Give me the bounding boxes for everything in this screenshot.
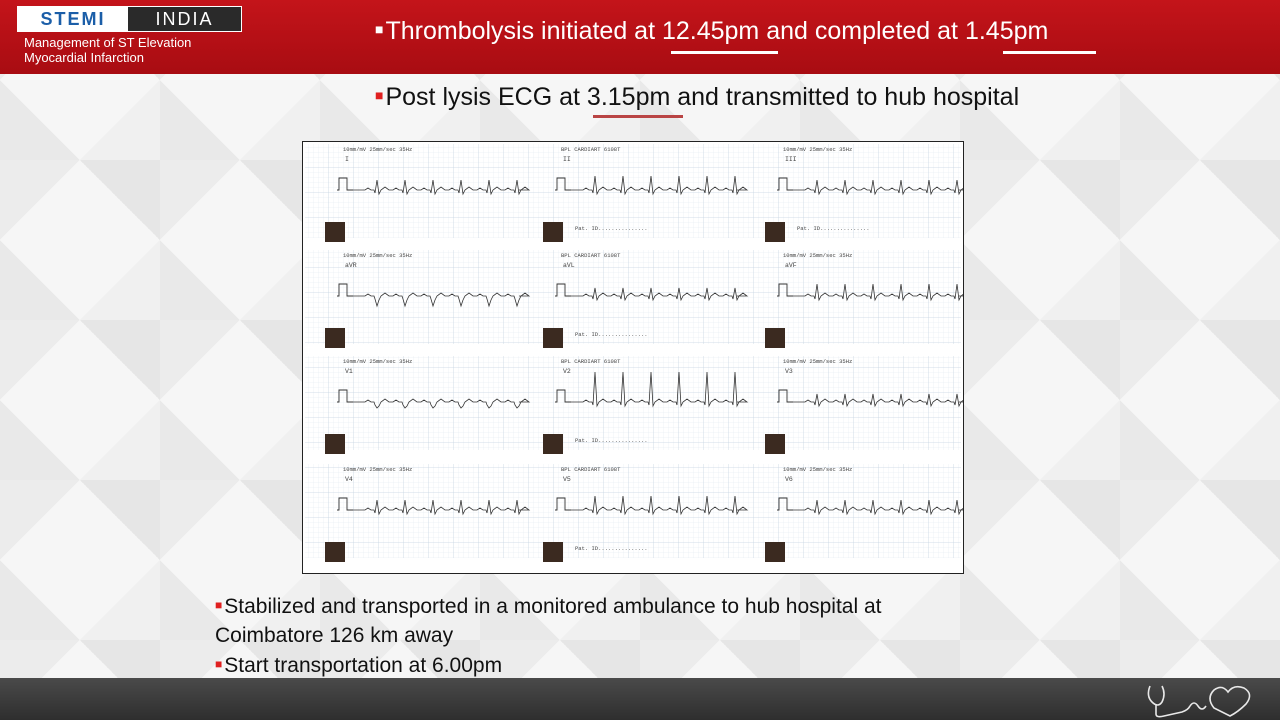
ecg-patient-id: Pat. ID............... bbox=[797, 225, 870, 232]
ecg-marker-square bbox=[543, 328, 563, 348]
ecg-lead-label: aVL bbox=[563, 262, 575, 269]
ecg-patient-id: Pat. ID............... bbox=[575, 437, 648, 444]
slide-title: ■Thrombolysis initiated at 12.45pm and c… bbox=[375, 17, 1048, 46]
ecg-lead-label: V5 bbox=[563, 476, 571, 483]
ecg-lead-label: V3 bbox=[785, 368, 793, 375]
ecg-calibration-pulse bbox=[337, 283, 353, 297]
ecg-lead-label: II bbox=[563, 156, 571, 163]
logo-stemi-text: STEMI bbox=[18, 7, 128, 31]
logo-subtitle: Management of ST Elevation Myocardial In… bbox=[24, 35, 191, 65]
ecg-header-label: 10mm/mV 25mm/sec 35Hz bbox=[783, 252, 852, 259]
ecg-lead-label: I bbox=[345, 156, 349, 163]
ecg-header-label: BPL CARDIART 6108T bbox=[561, 358, 621, 365]
bullet-transport: ■Stabilized and transported in a monitor… bbox=[215, 591, 1035, 621]
ecg-row-grid bbox=[305, 464, 961, 558]
ecg-patient-id: Pat. ID............... bbox=[575, 225, 648, 232]
ecg-calibration-pulse bbox=[555, 283, 571, 297]
ecg-header-label: 10mm/mV 25mm/sec 35Hz bbox=[343, 466, 412, 473]
ecg-marker-square bbox=[325, 328, 345, 348]
ecg-header-label: 10mm/mV 25mm/sec 35Hz bbox=[783, 146, 852, 153]
ecg-calibration-pulse bbox=[337, 177, 353, 191]
ecg-row-grid bbox=[305, 250, 961, 344]
ecg-header-label: BPL CARDIART 6108T bbox=[561, 466, 621, 473]
bullet-icon: ■ bbox=[215, 657, 223, 671]
bullet-icon: ■ bbox=[375, 21, 384, 37]
ecg-calibration-pulse bbox=[777, 177, 793, 191]
ecg-marker-square bbox=[765, 542, 785, 562]
ecg-header-label: 10mm/mV 25mm/sec 35Hz bbox=[343, 358, 412, 365]
logo-subtitle-line2: Myocardial Infarction bbox=[24, 50, 144, 65]
bullet-icon: ■ bbox=[215, 598, 223, 612]
ecg-calibration-pulse bbox=[777, 283, 793, 297]
header-bar: STEMI INDIA Management of ST Elevation M… bbox=[0, 0, 1280, 74]
ecg-marker-square bbox=[543, 434, 563, 454]
ecg-marker-square bbox=[765, 222, 785, 242]
ecg-marker-square bbox=[543, 542, 563, 562]
ecg-lead-label: V6 bbox=[785, 476, 793, 483]
ecg-marker-square bbox=[325, 542, 345, 562]
ecg-image: 10mm/mV 25mm/sec 35Hz I BPL CARDIART 6108T… bbox=[302, 141, 964, 574]
ecg-lead-label: V4 bbox=[345, 476, 353, 483]
ecg-calibration-pulse bbox=[337, 497, 353, 511]
ecg-waveform bbox=[793, 499, 963, 516]
ecg-marker-square bbox=[765, 328, 785, 348]
ecg-calibration-pulse bbox=[555, 389, 571, 403]
logo-india-text: INDIA bbox=[128, 7, 241, 31]
ecg-lead-label: aVR bbox=[345, 262, 357, 269]
ecg-waveform bbox=[353, 398, 531, 409]
ecg-waveform bbox=[353, 499, 531, 516]
time-underline-1245 bbox=[671, 51, 778, 54]
ecg-waveform bbox=[793, 393, 963, 408]
ecg-marker-square bbox=[325, 434, 345, 454]
ecg-waveform bbox=[571, 175, 749, 196]
bullet-start-transport: ■Start transportation at 6.00pm bbox=[215, 650, 1035, 680]
stethoscope-heart-icon bbox=[1147, 685, 1251, 718]
ecg-calibration-pulse bbox=[777, 497, 793, 511]
ecg-waveform bbox=[571, 371, 749, 408]
bottom-line3: Start transportation at 6.00pm bbox=[224, 654, 503, 677]
ecg-header-label: 10mm/mV 25mm/sec 35Hz bbox=[783, 466, 852, 473]
ecg-patient-id: Pat. ID............... bbox=[575, 545, 648, 552]
ecg-header-label: 10mm/mV 25mm/sec 35Hz bbox=[343, 252, 412, 259]
ecg-lead-label: aVF bbox=[785, 262, 797, 269]
ecg-waveform bbox=[353, 179, 531, 196]
bottom-bullets: ■Stabilized and transported in a monitor… bbox=[215, 591, 1035, 680]
ecg-header-label: BPL CARDIART 6108T bbox=[561, 252, 621, 259]
stemi-india-logo: STEMI INDIA bbox=[17, 6, 242, 32]
ecg-marker-square bbox=[543, 222, 563, 242]
ecg-lead-label: V1 bbox=[345, 368, 353, 375]
ecg-header-label: BPL CARDIART 6108T bbox=[561, 146, 621, 153]
ecg-header-label: 10mm/mV 25mm/sec 35Hz bbox=[783, 358, 852, 365]
ecg-marker-square bbox=[325, 222, 345, 242]
ecg-calibration-pulse bbox=[555, 497, 571, 511]
ecg-waveform bbox=[571, 287, 749, 302]
ecg-lead-label: V2 bbox=[563, 368, 571, 375]
footer-bar bbox=[0, 678, 1280, 720]
time-underline-315 bbox=[593, 115, 683, 118]
bottom-line2: Coimbatore 126 km away bbox=[215, 624, 454, 647]
logo-subtitle-line1: Management of ST Elevation bbox=[24, 35, 192, 50]
ecg-waveform bbox=[793, 283, 963, 302]
ecg-marker-square bbox=[765, 434, 785, 454]
slide-subtitle-text: Post lysis ECG at 3.15pm and transmitted… bbox=[385, 83, 1020, 111]
ecg-header-label: 10mm/mV 25mm/sec 35Hz bbox=[343, 146, 412, 153]
slide-title-text: Thrombolysis initiated at 12.45pm and co… bbox=[385, 17, 1049, 45]
time-underline-145 bbox=[1003, 51, 1096, 54]
ecg-lead-label: III bbox=[785, 156, 797, 163]
ecg-waveform bbox=[353, 292, 531, 308]
slide-subtitle: ■Post lysis ECG at 3.15pm and transmitte… bbox=[375, 83, 1019, 112]
ecg-calibration-pulse bbox=[777, 389, 793, 403]
bottom-line1: Stabilized and transported in a monitore… bbox=[224, 595, 882, 618]
ecg-row-grid bbox=[305, 356, 961, 450]
ecg-waveform bbox=[793, 179, 963, 196]
ecg-calibration-pulse bbox=[555, 177, 571, 191]
bullet-icon: ■ bbox=[375, 87, 384, 103]
ecg-strip-svg: 10mm/mV 25mm/sec 35Hz I BPL CARDIART 6108T… bbox=[305, 144, 963, 562]
ecg-waveform bbox=[571, 495, 749, 516]
ecg-row-grid bbox=[305, 144, 961, 238]
ecg-patient-id: Pat. ID............... bbox=[575, 331, 648, 338]
ecg-calibration-pulse bbox=[337, 389, 353, 403]
